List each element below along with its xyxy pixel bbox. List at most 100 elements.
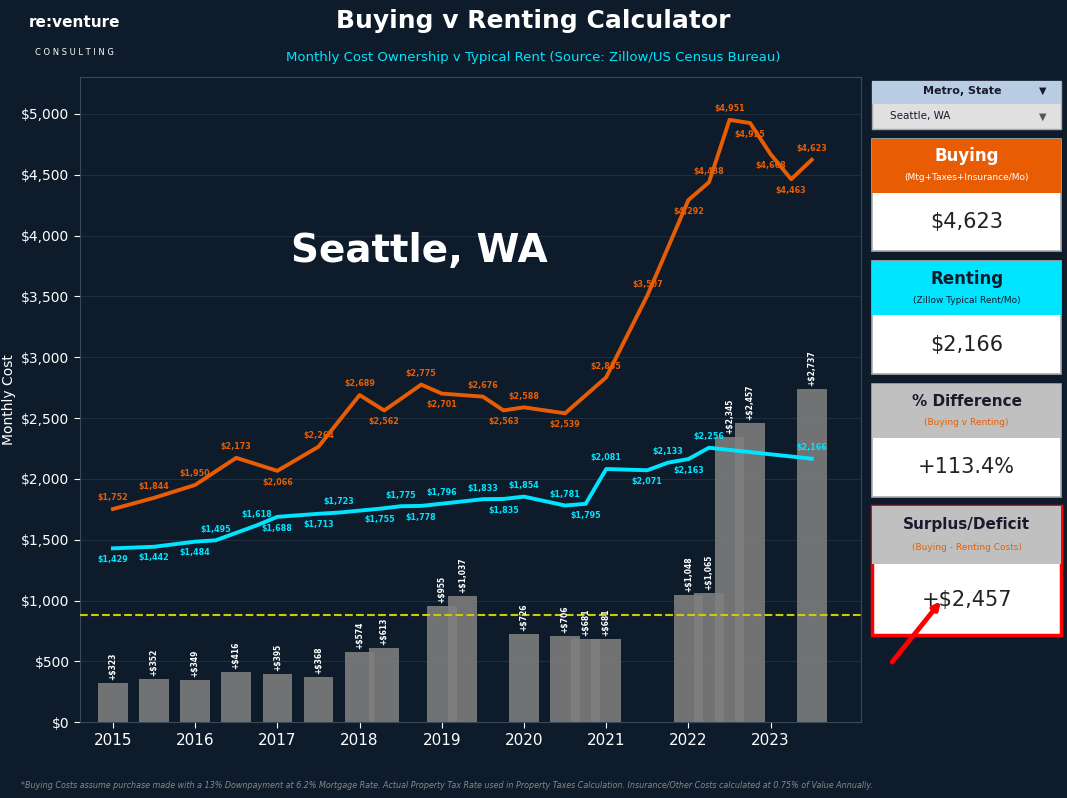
Text: $4,668: $4,668 xyxy=(755,161,786,170)
Text: +$2,737: +$2,737 xyxy=(808,350,816,386)
Bar xyxy=(673,595,703,722)
Text: +113.4%: +113.4% xyxy=(919,457,1015,477)
FancyBboxPatch shape xyxy=(873,506,1061,635)
Bar xyxy=(369,648,399,722)
Bar xyxy=(427,606,457,722)
Text: +$2,457: +$2,457 xyxy=(746,385,754,421)
Text: +$323: +$323 xyxy=(109,653,117,680)
Text: $1,796: $1,796 xyxy=(427,488,457,497)
Text: +$1,048: +$1,048 xyxy=(684,556,692,591)
Bar xyxy=(695,593,723,722)
Text: (Mtg+Taxes+Insurance/Mo): (Mtg+Taxes+Insurance/Mo) xyxy=(905,173,1029,182)
Text: $1,688: $1,688 xyxy=(261,523,292,532)
Bar xyxy=(551,636,579,722)
Text: (Buying v Renting): (Buying v Renting) xyxy=(924,418,1009,427)
Bar xyxy=(98,683,128,722)
Text: $2,163: $2,163 xyxy=(673,466,704,475)
Y-axis label: Monthly Cost: Monthly Cost xyxy=(2,354,16,445)
Bar xyxy=(345,652,375,722)
Text: +$2,457: +$2,457 xyxy=(922,590,1012,610)
Text: $2,166: $2,166 xyxy=(930,334,1003,354)
FancyBboxPatch shape xyxy=(873,384,1061,496)
Text: +$352: +$352 xyxy=(149,649,159,677)
Text: Renting: Renting xyxy=(930,270,1003,287)
Bar xyxy=(222,672,251,722)
Text: $1,854: $1,854 xyxy=(509,481,539,490)
FancyBboxPatch shape xyxy=(873,139,1061,193)
FancyBboxPatch shape xyxy=(873,81,1061,104)
Text: $2,081: $2,081 xyxy=(591,453,622,462)
Text: $4,951: $4,951 xyxy=(714,105,745,113)
Text: (Buying - Renting Costs): (Buying - Renting Costs) xyxy=(912,543,1021,552)
Text: $2,676: $2,676 xyxy=(467,381,498,390)
Text: $1,755: $1,755 xyxy=(365,516,396,524)
Bar xyxy=(262,674,292,722)
FancyBboxPatch shape xyxy=(873,261,1061,374)
Text: $1,844: $1,844 xyxy=(139,482,170,491)
Text: $2,562: $2,562 xyxy=(369,417,400,426)
Text: +$1,037: +$1,037 xyxy=(458,557,467,593)
Text: (Zillow Typical Rent/Mo): (Zillow Typical Rent/Mo) xyxy=(913,296,1020,305)
Text: $2,539: $2,539 xyxy=(550,420,580,429)
Bar xyxy=(180,680,210,722)
Text: $1,833: $1,833 xyxy=(467,484,498,492)
Bar xyxy=(797,389,827,722)
Text: Buying v Renting Calculator: Buying v Renting Calculator xyxy=(336,9,731,33)
Text: $4,623: $4,623 xyxy=(930,212,1003,232)
Text: Surplus/Deficit: Surplus/Deficit xyxy=(903,517,1031,532)
Text: ▼: ▼ xyxy=(1039,86,1047,96)
Text: $1,778: $1,778 xyxy=(405,512,436,522)
FancyBboxPatch shape xyxy=(873,506,1061,564)
Text: Seattle, WA: Seattle, WA xyxy=(291,232,547,271)
FancyBboxPatch shape xyxy=(873,81,1061,129)
Text: +$395: +$395 xyxy=(273,644,282,671)
Text: $2,835: $2,835 xyxy=(591,361,622,370)
Text: $1,429: $1,429 xyxy=(97,555,128,564)
Text: $2,264: $2,264 xyxy=(303,431,334,440)
Text: $2,689: $2,689 xyxy=(345,379,375,389)
Text: +$574: +$574 xyxy=(355,622,364,650)
Text: +$681: +$681 xyxy=(602,609,610,636)
Text: $1,752: $1,752 xyxy=(97,493,128,503)
Bar xyxy=(139,679,169,722)
FancyBboxPatch shape xyxy=(873,139,1061,251)
Text: $4,463: $4,463 xyxy=(776,186,807,195)
Text: $1,775: $1,775 xyxy=(385,491,416,500)
Text: $2,256: $2,256 xyxy=(694,432,724,441)
Text: $4,623: $4,623 xyxy=(796,144,827,153)
Text: $1,495: $1,495 xyxy=(201,524,230,534)
Text: Seattle, WA: Seattle, WA xyxy=(891,112,951,121)
Bar xyxy=(571,639,601,722)
Text: $2,173: $2,173 xyxy=(221,442,252,451)
Text: $2,166: $2,166 xyxy=(796,443,827,452)
Text: $2,071: $2,071 xyxy=(632,477,663,486)
Text: $4,292: $4,292 xyxy=(673,207,704,215)
Text: +$368: +$368 xyxy=(314,647,323,674)
Text: $1,781: $1,781 xyxy=(550,490,580,499)
Bar xyxy=(591,639,621,722)
Text: +$2,345: +$2,345 xyxy=(724,398,734,434)
Text: +$613: +$613 xyxy=(380,617,388,645)
Text: *Buying Costs assume purchase made with a 13% Downpayment at 6.2% Mortgage Rate.: *Buying Costs assume purchase made with … xyxy=(21,781,874,791)
Text: Metro, State: Metro, State xyxy=(923,86,1002,96)
Text: re:venture: re:venture xyxy=(29,14,121,30)
Text: % Difference: % Difference xyxy=(911,393,1022,409)
Text: $1,618: $1,618 xyxy=(241,510,272,519)
Bar xyxy=(304,678,333,722)
Text: $1,442: $1,442 xyxy=(139,554,170,563)
Text: +$955: +$955 xyxy=(437,576,446,603)
FancyBboxPatch shape xyxy=(873,261,1061,315)
Text: +$726: +$726 xyxy=(520,603,528,631)
Text: C O N S U L T I N G: C O N S U L T I N G xyxy=(35,49,114,57)
Text: $1,713: $1,713 xyxy=(303,520,334,530)
Text: +$681: +$681 xyxy=(582,609,590,636)
Text: $2,588: $2,588 xyxy=(509,392,540,401)
Text: Monthly Cost Ownership v Typical Rent (Source: Zillow/US Census Bureau): Monthly Cost Ownership v Typical Rent (S… xyxy=(286,51,781,64)
Bar xyxy=(735,423,765,722)
Text: $2,563: $2,563 xyxy=(488,417,519,426)
Text: +$706: +$706 xyxy=(560,606,570,634)
Text: $4,438: $4,438 xyxy=(694,167,724,176)
Text: +$1,065: +$1,065 xyxy=(704,554,714,590)
Text: $1,484: $1,484 xyxy=(179,548,210,557)
FancyBboxPatch shape xyxy=(873,384,1061,438)
